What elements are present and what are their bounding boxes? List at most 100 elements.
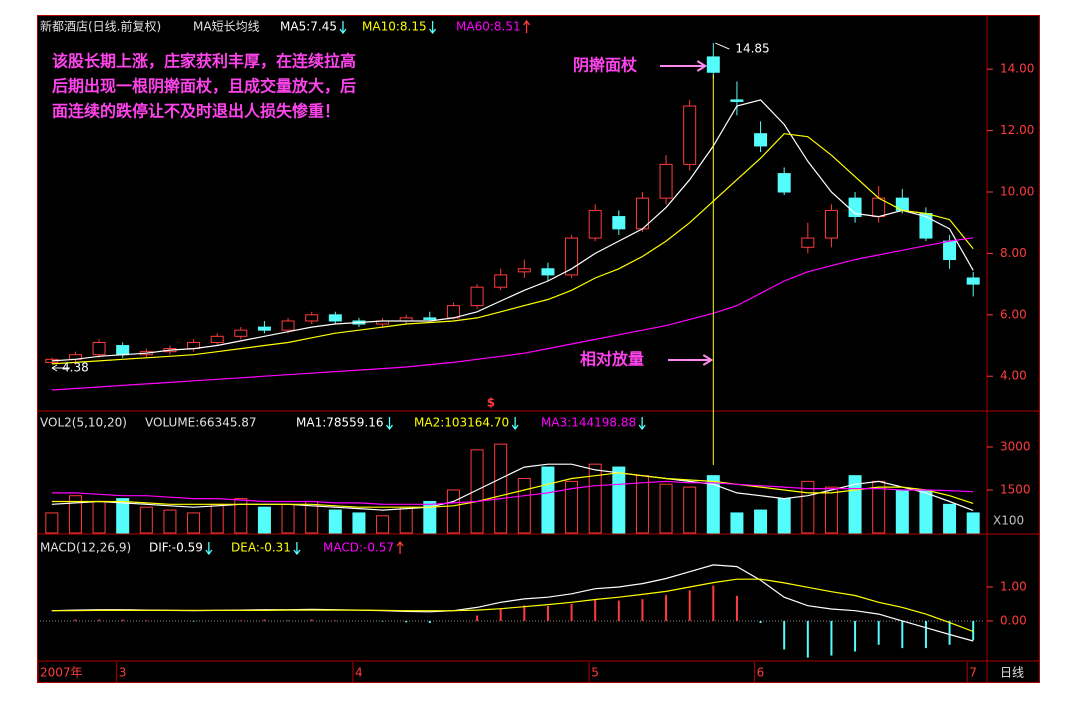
candle-body [116,345,130,356]
volume-bar [635,475,649,534]
volume-bar [116,498,130,534]
volume-bar [494,443,508,534]
legend-entry: MA5:7.45 [280,20,337,34]
trend-arrow [511,417,519,431]
volume-bar [777,498,791,534]
candle-body [565,237,579,276]
volume-bar [683,486,697,534]
legend-entry: MA10:8.15 [362,20,427,34]
trend-arrow [293,542,301,556]
volume-bar [706,475,720,534]
candle-body [943,240,957,261]
candle-body [470,286,484,307]
event-marker: $ [487,396,495,410]
y-tick-label: 12.00 [1000,123,1034,137]
y-tick-label: 6.00 [1000,307,1027,321]
chart-title: 新都酒店(日线.前复权) [40,19,161,34]
candle-body [234,329,248,337]
y-tick-label: 1.00 [1000,579,1027,593]
volume-bar [541,466,555,534]
volume-bar [565,480,579,534]
volume-bar [187,512,201,534]
volume-bar [352,512,366,534]
ma-line [51,237,974,391]
volume-title: VOL2(5,10,20) [40,416,127,430]
candle-body [588,209,602,239]
volume-bar [45,512,59,534]
y-tick-label: 0.00 [1000,613,1027,627]
legend-entry: MA1:78559.16 [296,416,384,430]
ma-line [51,133,974,365]
candle-body [730,99,744,102]
candle-body [777,173,791,193]
high-pointer [715,42,730,50]
indicator-name: MA短长均线 [193,20,260,34]
volume-bar [68,495,82,534]
volume-bar [163,509,177,534]
legend-entry: DEA:-0.31 [231,541,291,555]
candle-body [517,268,531,273]
annotation: 该股长期上涨，庄家获利丰厚，在连续拉高 [52,52,356,71]
volume-bar [470,449,484,534]
frame [37,15,1040,683]
candle-body [754,133,768,147]
y-tick-label: 1500 [1000,482,1031,496]
volume-bar [824,486,838,534]
annotation: 面连续的跌停让不及时退出人损失惨重！ [52,102,340,121]
candle-body [423,317,437,320]
volume-bar [801,480,815,534]
legend-entry: MACD:-0.57 [323,541,394,555]
callout-arrow [668,354,714,366]
candle-body [824,209,838,239]
volume-bar [423,500,437,534]
y-tick-label: 8.00 [1000,246,1027,260]
volume-bar [376,515,390,534]
volume-bar [754,509,768,534]
volume-bar [92,500,106,534]
candle-body [446,305,460,319]
candle-body [210,335,224,343]
x-tick-label: 2007年 [40,666,83,680]
callout-arrow [660,60,708,72]
background [37,15,1040,683]
x-tick-label: 7 [969,666,977,680]
ma-line [51,99,974,362]
low-pointer [51,364,70,372]
candle-body [328,314,342,322]
candle-body [257,326,271,331]
trend-arrow [205,542,213,556]
x-tick-label: 6 [757,666,765,680]
callout: 相对放量 [580,350,644,369]
macd-title: MACD(12,26,9) [40,541,131,555]
volume-bar [139,506,153,534]
volume-bar [966,512,980,534]
volume-bar [257,506,271,534]
volume-bar [943,503,957,534]
y-tick-label: 10.00 [1000,185,1034,199]
candle-body [706,56,720,73]
x-tick-label: 3 [119,666,127,680]
volume-bar [919,489,933,534]
ma-line [51,578,974,633]
y-tick-label: 14.00 [1000,62,1034,76]
trend-arrow [385,417,394,431]
candle-body [659,163,673,199]
callout: 阴擀面杖 [573,56,637,75]
volume-bar [281,503,295,534]
candle-body [801,237,815,248]
annotation: 后期出现一根阴擀面杖，且成交量放大，后 [52,77,356,96]
volume-bar [588,463,602,534]
high-label: 14.85 [735,42,769,56]
trend-arrow [339,21,347,35]
candle-body [612,216,626,230]
candle-body [541,268,555,276]
volume-bar [234,498,248,534]
volume-value: VOLUME:66345.87 [145,416,257,430]
legend-entry: DIF:-0.59 [149,541,203,555]
volume-bar [612,466,626,534]
volume-bar [730,512,744,534]
volume-bar [399,506,413,534]
ma-line [51,480,974,505]
volume-bar [328,509,342,534]
